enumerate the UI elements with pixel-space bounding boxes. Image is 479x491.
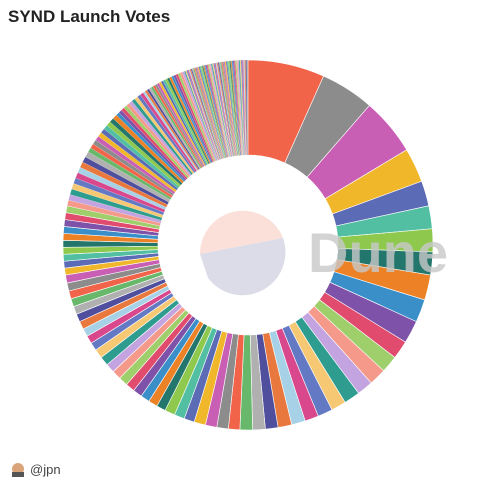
author: @jpn xyxy=(30,462,61,477)
watermark: Dune xyxy=(308,221,448,284)
chart-title: SYND Launch Votes xyxy=(8,7,170,26)
donut xyxy=(62,59,434,431)
logo xyxy=(199,210,286,296)
avatar xyxy=(12,463,24,477)
slice xyxy=(246,59,249,156)
